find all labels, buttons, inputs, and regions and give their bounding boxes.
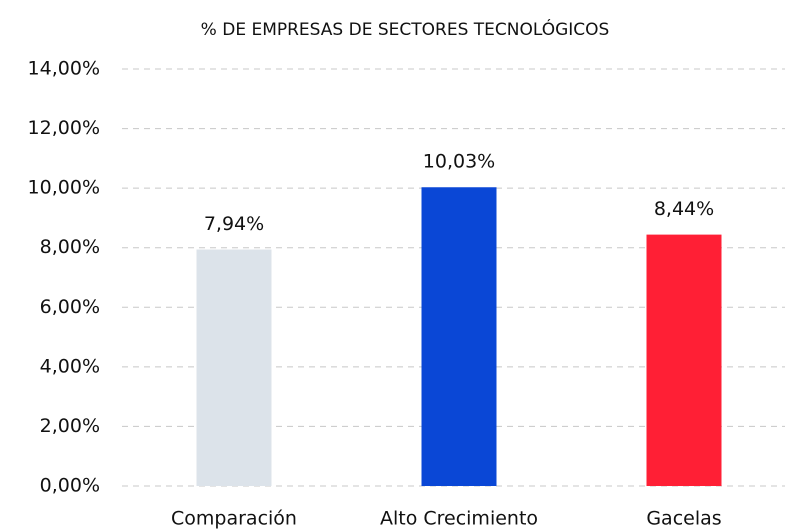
x-tick-label: Comparación xyxy=(171,508,297,530)
y-tick-label: 6,00% xyxy=(40,296,100,318)
y-tick-label: 0,00% xyxy=(40,475,100,497)
bar xyxy=(646,234,722,486)
data-label: 8,44% xyxy=(654,198,714,220)
y-tick-label: 14,00% xyxy=(28,58,100,80)
chart-title: % DE EMPRESAS DE SECTORES TECNOLÓGICOS xyxy=(201,18,610,40)
y-tick-label: 8,00% xyxy=(40,236,100,258)
y-tick-label: 2,00% xyxy=(40,415,100,437)
data-label: 10,03% xyxy=(423,151,495,173)
x-tick-label: Gacelas xyxy=(646,508,721,530)
y-tick-label: 10,00% xyxy=(28,177,100,199)
data-label: 7,94% xyxy=(204,213,264,235)
bar xyxy=(421,187,497,487)
bar xyxy=(196,249,272,486)
x-tick-label: Alto Crecimiento xyxy=(380,508,538,530)
y-tick-label: 12,00% xyxy=(28,117,100,139)
y-tick-label: 4,00% xyxy=(40,355,100,377)
